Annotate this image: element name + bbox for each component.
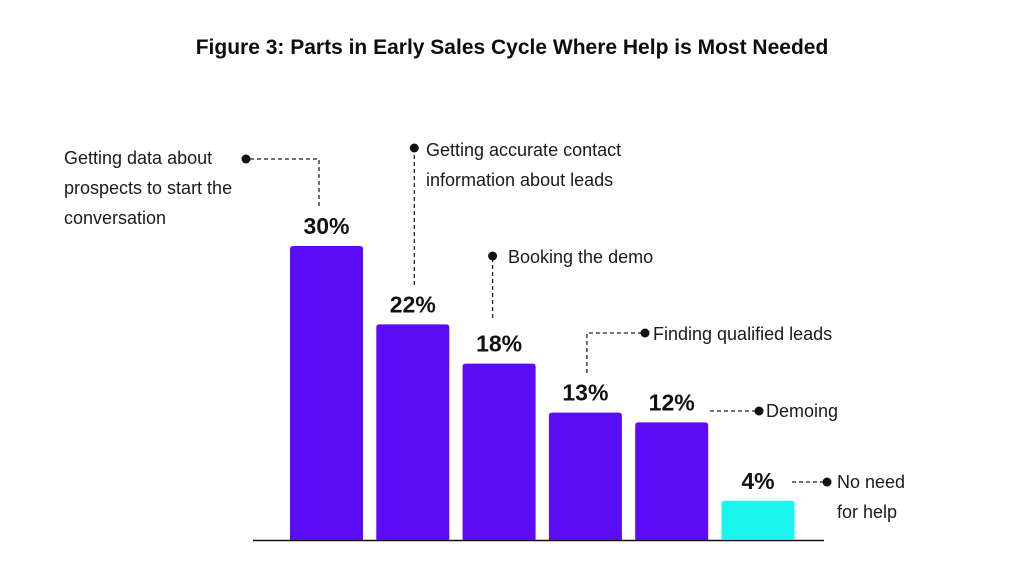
leader-line-1 (246, 158, 320, 206)
bar-6 (721, 500, 795, 540)
category-label-2: Getting accurate contact information abo… (426, 140, 622, 190)
bar-1 (290, 246, 363, 540)
value-label-3: 18% (476, 331, 522, 357)
bar-5 (635, 422, 709, 540)
category-label-6: No need for help (837, 472, 906, 522)
value-label-1: 30% (303, 213, 349, 239)
chart-title: Figure 3: Parts in Early Sales Cycle Whe… (195, 36, 829, 59)
leader-dot-3 (488, 251, 498, 261)
leader-dot-4 (640, 328, 650, 338)
category-label-4: Finding qualified leads (653, 324, 833, 344)
leader-dot-6 (822, 477, 832, 487)
bar-3 (462, 363, 536, 540)
category-label-5: Demoing (766, 401, 839, 421)
bar-4 (548, 412, 622, 540)
value-label-2: 22% (390, 291, 436, 317)
category-label-1: Getting data about prospects to start th… (64, 148, 233, 228)
leader-dot-2 (409, 143, 419, 153)
leader-dot-5 (754, 406, 764, 416)
leader-line-4 (586, 332, 645, 373)
value-label-5: 12% (649, 389, 695, 415)
value-label-4: 13% (562, 380, 608, 406)
leader-dot-1 (241, 154, 251, 164)
bar-2 (376, 324, 450, 540)
category-label-3: Booking the demo (508, 247, 654, 267)
value-label-6: 4% (741, 468, 774, 494)
